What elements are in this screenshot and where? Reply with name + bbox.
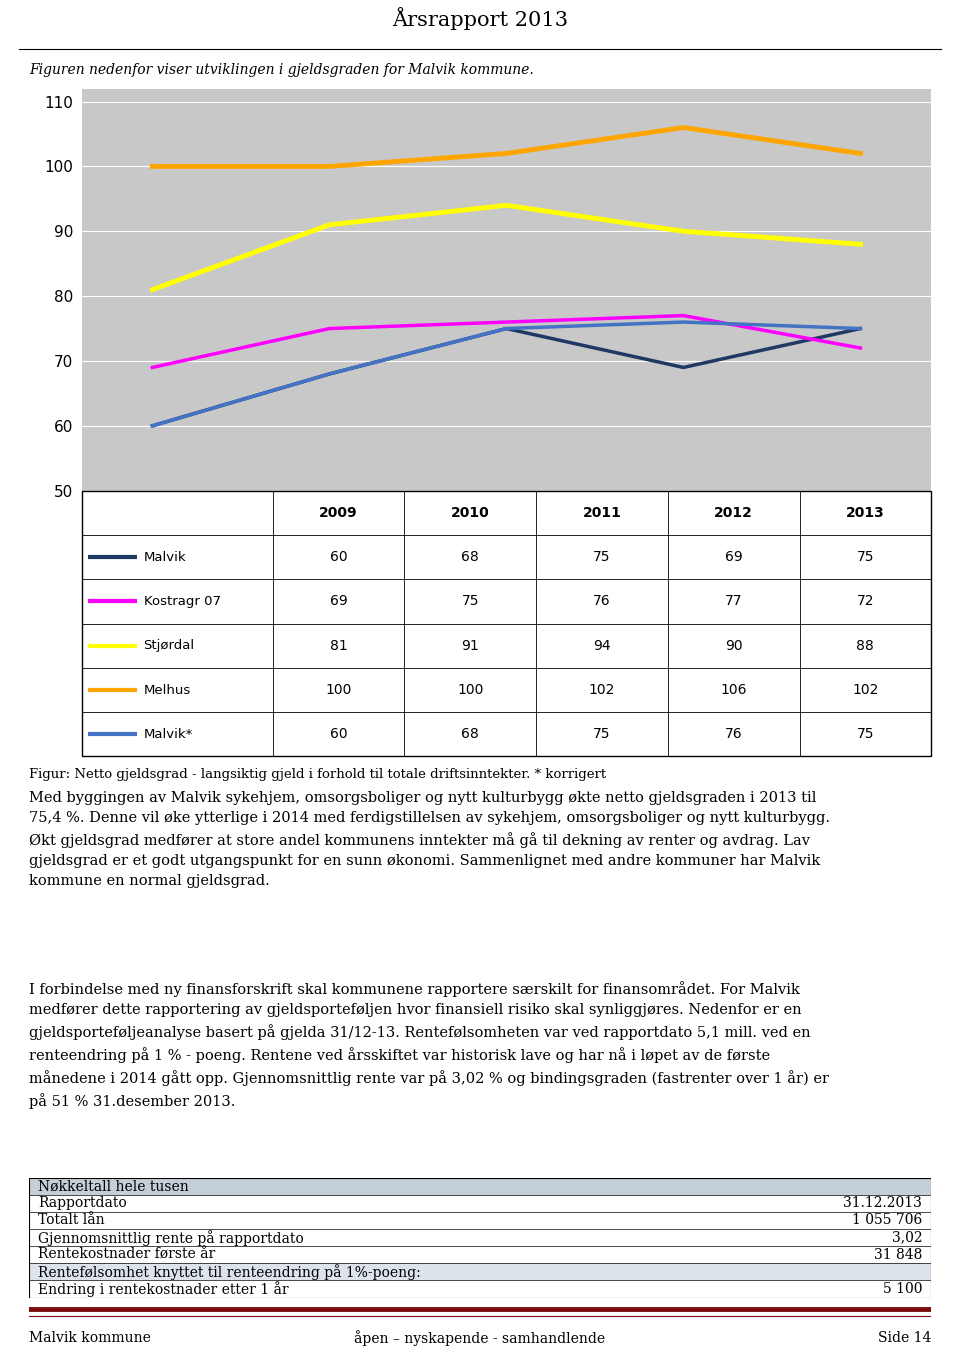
Text: 68: 68 [462,728,479,741]
Text: Kostragr 07: Kostragr 07 [144,594,221,608]
Text: 2011: 2011 [583,506,621,519]
Text: 2012: 2012 [714,506,753,519]
Bar [29,1280,931,1298]
Text: 75: 75 [593,728,611,741]
Text: Figuren nedenfor viser utviklingen i gjeldsgraden for Malvik kommune.: Figuren nedenfor viser utviklingen i gje… [29,63,534,76]
Text: Malvik: Malvik [144,551,186,564]
Text: 60: 60 [330,551,348,564]
Text: Årsrapport 2013: Årsrapport 2013 [392,7,568,30]
Text: Malvik kommune: Malvik kommune [29,1332,151,1345]
Text: Rentekostnader første år: Rentekostnader første år [37,1247,215,1262]
Text: åpen – nyskapende - samhandlende: åpen – nyskapende - samhandlende [354,1330,606,1347]
Text: 68: 68 [462,551,479,564]
Text: 102: 102 [588,683,615,696]
Text: 31.12.2013: 31.12.2013 [843,1197,923,1210]
Text: 2009: 2009 [320,506,358,519]
Text: 69: 69 [329,594,348,608]
Text: 76: 76 [725,728,742,741]
Bar [29,1264,931,1280]
Bar [29,1212,931,1229]
Text: 91: 91 [462,639,479,653]
Text: 77: 77 [725,594,742,608]
Text: 3,02: 3,02 [892,1231,923,1244]
Text: 88: 88 [856,639,875,653]
Text: 94: 94 [593,639,611,653]
Text: 31 848: 31 848 [874,1247,923,1262]
Text: Stjørdal: Stjørdal [144,639,195,653]
Text: 69: 69 [725,551,742,564]
Text: Totalt lån: Totalt lån [37,1213,105,1228]
Text: 2013: 2013 [846,506,885,519]
Text: 5 100: 5 100 [882,1283,923,1296]
Text: 76: 76 [593,594,611,608]
Text: Rapportdato: Rapportdato [37,1197,127,1210]
Text: 100: 100 [457,683,484,696]
Text: 90: 90 [725,639,742,653]
Bar [29,1195,931,1212]
Text: I forbindelse med ny finansforskrift skal kommunene rapportere særskilt for fina: I forbindelse med ny finansforskrift ska… [29,981,828,1109]
Bar [29,1178,931,1195]
Text: Figur: Netto gjeldsgrad - langsiktig gjeld i forhold til totale driftsinntekter.: Figur: Netto gjeldsgrad - langsiktig gje… [29,767,606,781]
Text: 60: 60 [330,728,348,741]
Text: 106: 106 [720,683,747,696]
Text: Malvik*: Malvik* [144,728,193,741]
Text: Gjennomsnittlig rente på rapportdato: Gjennomsnittlig rente på rapportdato [37,1229,303,1246]
Text: 100: 100 [325,683,351,696]
Bar [29,1229,931,1246]
Text: Nøkkeltall hele tusen: Nøkkeltall hele tusen [37,1179,188,1193]
Text: 81: 81 [329,639,348,653]
Text: 75: 75 [856,728,875,741]
Text: Side 14: Side 14 [877,1332,931,1345]
Bar [29,1246,931,1264]
Text: 1 055 706: 1 055 706 [852,1213,923,1228]
Text: Endring i rentekostnader etter 1 år: Endring i rentekostnader etter 1 år [37,1281,288,1298]
Text: 75: 75 [856,551,875,564]
Text: 102: 102 [852,683,878,696]
Text: 2010: 2010 [451,506,490,519]
Text: 75: 75 [593,551,611,564]
Text: Rentefølsomhet knyttet til renteendring på 1%-poeng:: Rentefølsomhet knyttet til renteendring … [37,1264,420,1280]
Text: 75: 75 [462,594,479,608]
Text: 72: 72 [856,594,875,608]
Text: Melhus: Melhus [144,683,191,696]
Text: Med byggingen av Malvik sykehjem, omsorgsboliger og nytt kulturbygg økte netto g: Med byggingen av Malvik sykehjem, omsorg… [29,791,829,887]
